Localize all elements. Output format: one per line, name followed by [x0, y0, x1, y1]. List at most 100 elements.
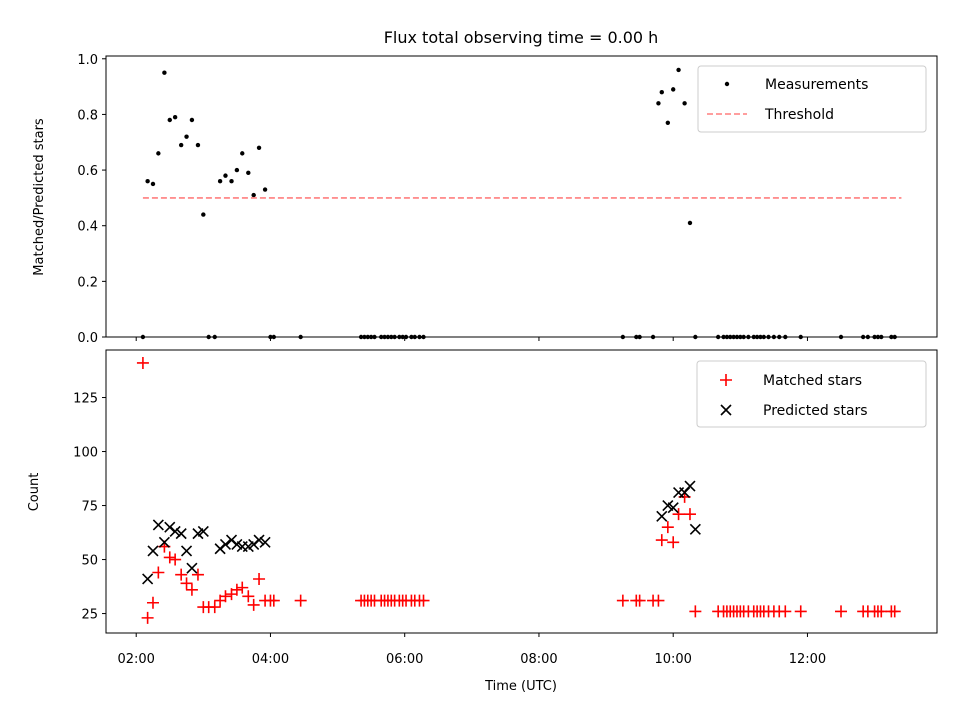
y-tick-label: 0.8: [77, 108, 98, 123]
matched-stars-point: [230, 583, 243, 596]
measurements-point: [156, 151, 161, 156]
matched-stars-point: [294, 594, 307, 607]
measurements-point: [189, 117, 195, 123]
predicted-stars-point: [147, 545, 159, 557]
measurements-point: [246, 170, 251, 176]
matched-stars-point: [689, 605, 702, 618]
legend-label-predicted: Predicted stars: [763, 403, 868, 419]
matched-stars-point: [683, 508, 696, 521]
matched-stars-point: [633, 594, 646, 607]
measurements-point: [167, 117, 172, 123]
legend-marker-measurements: [724, 81, 730, 87]
x-tick-label: 04:00: [252, 652, 289, 667]
measurements-point: [150, 181, 156, 187]
measurements-point: [656, 101, 661, 106]
predicted-stars-point: [142, 573, 154, 585]
matched-stars-point: [146, 596, 159, 609]
predicted-stars-point: [158, 536, 170, 548]
measurements-point: [217, 178, 223, 184]
matched-stars-point: [163, 551, 176, 564]
predicted-stars-point: [169, 525, 181, 538]
y-tick-label: 125: [73, 392, 98, 407]
y-tick-label: 1.0: [77, 53, 98, 68]
top-y-axis-label: Matched/Predicted stars: [32, 118, 47, 276]
predicted-stars-point: [253, 534, 265, 546]
matched-stars-point: [180, 577, 193, 590]
x-tick-label: 06:00: [386, 652, 423, 667]
matched-stars-point: [652, 594, 665, 607]
y-tick-label: 25: [81, 608, 98, 623]
measurements-point: [201, 212, 206, 217]
top-x-ticks: [135, 337, 808, 341]
matched-stars-point: [616, 594, 629, 607]
predicted-stars-point: [152, 519, 164, 531]
y-tick-label: 0.4: [77, 220, 98, 235]
matched-stars-point: [191, 568, 204, 581]
top-y-ticks: 0.0 0.2 0.4 0.6 0.8 1.0: [77, 53, 106, 346]
measurements-point: [659, 89, 664, 95]
measurements-point: [687, 220, 693, 226]
top-panel: 0.0 0.2 0.4 0.6 0.8 1.0 Matched/Predicted sta…: [32, 53, 938, 346]
matched-stars-point: [236, 581, 249, 594]
predicted-stars-point: [656, 510, 668, 522]
y-tick-label: 0.0: [77, 331, 98, 346]
matched-stars-point: [136, 356, 149, 369]
matched-stars-point: [794, 605, 807, 618]
measurements-point: [184, 134, 189, 139]
matched-stars-point: [175, 568, 188, 581]
matched-stars-point: [169, 553, 182, 566]
predicted-stars-point: [180, 545, 193, 557]
measurements-point: [172, 115, 178, 120]
predicted-stars-point: [259, 536, 271, 548]
bottom-legend-box: [696, 360, 927, 428]
measurements-point: [676, 67, 681, 73]
matched-stars-point: [141, 611, 154, 624]
matched-stars-point: [655, 534, 668, 547]
matched-stars-point: [779, 605, 792, 618]
bottom-y-ticks: 25 50 75 100 125: [73, 392, 106, 623]
bottom-plot-area: [136, 356, 901, 624]
bottom-panel: 25 50 75 100 125 02:00 04:00 06:00 08:00 10:00 12…: [27, 349, 938, 694]
y-tick-label: 0.6: [77, 164, 98, 179]
x-tick-label: 02:00: [117, 652, 154, 667]
x-tick-label: 12:00: [789, 652, 826, 667]
matched-stars-point: [253, 572, 266, 585]
y-tick-label: 100: [73, 446, 98, 461]
x-tick-label: 08:00: [520, 652, 557, 667]
matched-stars-point: [672, 508, 685, 521]
measurements-point: [223, 173, 228, 178]
top-legend: Measurements Threshold: [697, 65, 927, 133]
legend-marker-predicted: [720, 404, 732, 416]
matched-stars-point: [835, 605, 848, 618]
predicted-stars-point: [197, 525, 209, 538]
predicted-stars-point: [667, 502, 679, 514]
legend-label-measurements: Measurements: [765, 77, 868, 93]
predicted-stars-point: [175, 528, 187, 540]
matched-stars-point: [208, 601, 221, 614]
measurements-point: [251, 192, 256, 198]
legend-marker-matched: [720, 374, 732, 386]
matched-stars-point: [247, 598, 260, 611]
matched-stars-point: [661, 521, 674, 534]
measurements-point: [234, 167, 240, 173]
measurements-point: [665, 120, 671, 125]
measurements-point: [145, 178, 150, 184]
chart-title: Flux total observing time = 0.00 h: [384, 28, 659, 47]
predicted-stars-point: [684, 480, 696, 492]
y-tick-label: 0.2: [77, 275, 98, 290]
matched-stars-point: [152, 566, 165, 579]
x-axis-label: Time (UTC): [484, 679, 557, 694]
matched-stars-point: [888, 605, 901, 618]
measurements-point: [229, 178, 234, 184]
predicted-stars-point: [219, 538, 232, 550]
legend-label-matched: Matched stars: [763, 373, 862, 389]
matched-stars-point: [242, 590, 255, 603]
bottom-axes-frame: [105, 349, 938, 634]
top-axes-frame: [105, 55, 938, 338]
y-tick-label: 75: [81, 500, 98, 515]
matched-stars-point: [667, 536, 680, 549]
predicted-stars-point: [186, 562, 198, 574]
measurements-point: [195, 142, 201, 148]
legend-label-threshold: Threshold: [764, 107, 834, 123]
bottom-y-axis-label: Count: [27, 473, 42, 512]
